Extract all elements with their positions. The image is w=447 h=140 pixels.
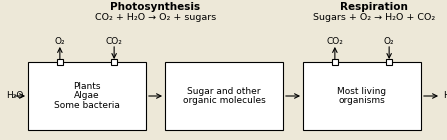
Text: CO₂: CO₂ — [326, 37, 343, 46]
Bar — [332, 59, 337, 65]
Text: Sugars + O₂ → H₂O + CO₂: Sugars + O₂ → H₂O + CO₂ — [313, 13, 435, 23]
Text: Algae: Algae — [74, 92, 100, 101]
Text: Respiration: Respiration — [340, 2, 408, 12]
Text: Most living: Most living — [337, 87, 387, 96]
Text: CO₂: CO₂ — [105, 37, 122, 46]
Text: Photosynthesis: Photosynthesis — [110, 2, 201, 12]
Text: O₂: O₂ — [55, 37, 65, 46]
Text: Some bacteria: Some bacteria — [54, 101, 120, 110]
Bar — [386, 59, 392, 65]
Text: organisms: organisms — [339, 96, 385, 105]
Bar — [165, 62, 283, 130]
Text: CO₂ + H₂O → O₂ + sugars: CO₂ + H₂O → O₂ + sugars — [95, 13, 216, 23]
Text: H₂O: H₂O — [443, 92, 447, 101]
Bar — [57, 59, 63, 65]
Text: Sugar and other: Sugar and other — [187, 87, 261, 96]
Text: Plants: Plants — [73, 82, 101, 91]
Bar — [28, 62, 146, 130]
Bar — [111, 59, 117, 65]
Bar — [303, 62, 421, 130]
Text: O₂: O₂ — [384, 37, 394, 46]
Text: organic molecules: organic molecules — [183, 96, 266, 105]
Text: H₂O: H₂O — [6, 92, 23, 101]
